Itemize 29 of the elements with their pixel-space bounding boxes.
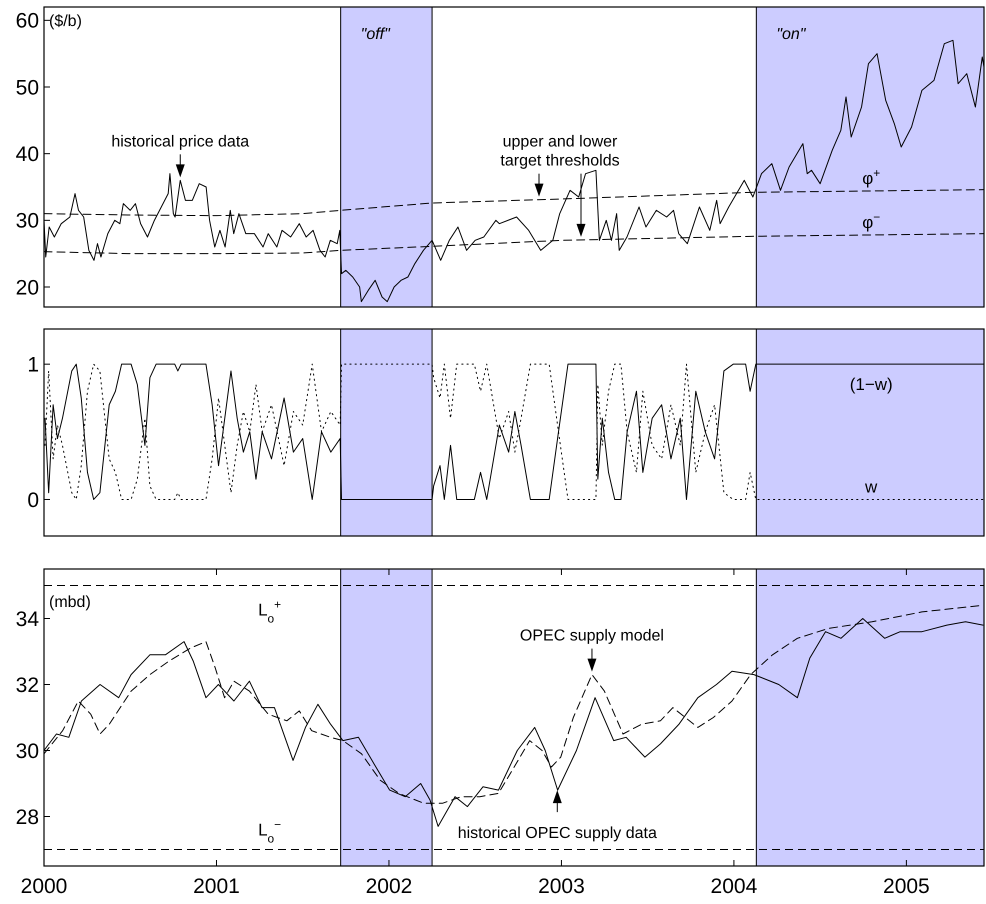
series-label: w xyxy=(864,477,878,496)
x-tick-label: 2001 xyxy=(193,875,240,898)
annotation: upper and lower target thresholds xyxy=(500,134,620,170)
x-tick-label: 2003 xyxy=(538,875,585,898)
series-label: φ$^{+}$ xyxy=(862,166,880,188)
annotation: OPEC supply model xyxy=(520,628,664,645)
y-axis-title: ($/b) xyxy=(49,13,82,30)
x-tick-label: 2002 xyxy=(366,875,412,898)
series-label: (1−w) xyxy=(850,375,893,394)
annotation: historical price data xyxy=(111,133,250,150)
band-label: "on" xyxy=(776,26,807,43)
annotation: historical OPEC supply data xyxy=(458,825,657,842)
y-tick-label: 40 xyxy=(16,143,39,166)
y-tick-label: 50 xyxy=(16,76,39,100)
y-axis-title: (mbd) xyxy=(49,594,91,611)
y-tick-label: 34 xyxy=(16,608,40,631)
x-tick-label: 2000 xyxy=(20,875,68,898)
y-tick-label: 20 xyxy=(16,276,39,300)
y-tick-label: 28 xyxy=(16,806,39,829)
x-tick-label: 2005 xyxy=(883,875,930,898)
y-tick-label: 60 xyxy=(16,10,39,33)
series-label: φ$^{−}$ xyxy=(862,210,880,232)
band-label: "off" xyxy=(360,26,392,43)
y-tick-label: 30 xyxy=(16,740,39,763)
y-tick-label: 30 xyxy=(16,210,39,233)
y-tick-label: 0 xyxy=(27,488,39,512)
x-tick-label: 2004 xyxy=(710,875,758,898)
y-tick-label: 1 xyxy=(27,354,39,377)
y-tick-label: 32 xyxy=(16,674,39,697)
